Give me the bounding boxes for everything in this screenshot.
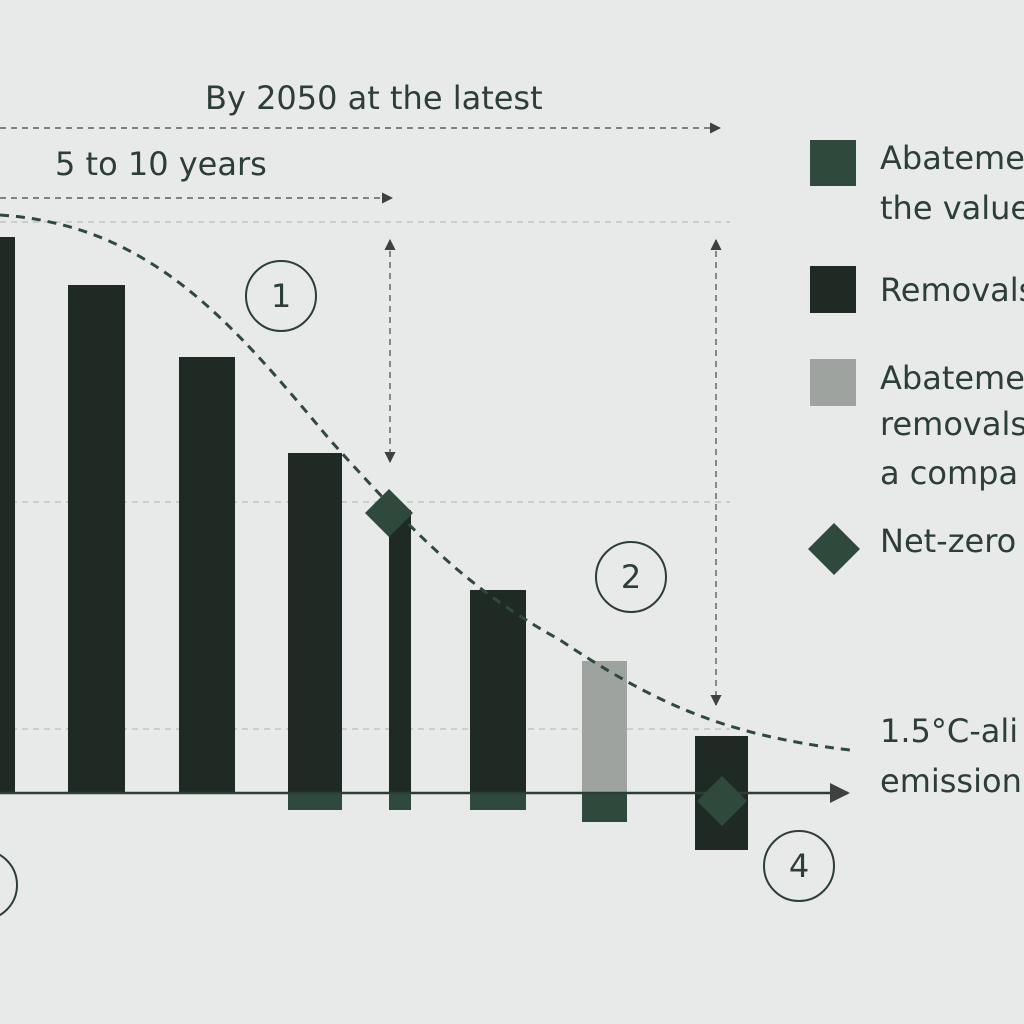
marker-circle [245,260,317,332]
legend-swatch [810,266,856,313]
curve-label: 1.5°C-ali [880,712,1018,750]
net-zero-point [365,489,413,537]
legend-swatch [810,140,856,186]
bar-below [582,793,627,822]
bar-below [288,793,342,810]
marker-circle [595,541,667,613]
marker-circle [763,830,835,902]
legend-text: Abateme [880,359,1024,397]
bar-below [470,793,526,810]
marker-label: 1 [271,277,291,315]
net-zero-point [697,776,747,826]
legend-text: a compa [880,454,1018,492]
legend-text: Removals [880,271,1024,309]
bar [389,510,411,793]
legend-swatch [810,359,856,406]
timeline-label: By 2050 at the latest [205,79,543,117]
marker-label: 2 [621,558,641,596]
timeline-label: 5 to 10 years [55,145,267,183]
bar [68,285,125,793]
legend-text: Net-zero [880,522,1016,560]
curve-label: emission [880,762,1022,800]
legend-swatch [808,523,860,575]
bar [582,661,627,793]
bar [470,590,526,793]
bar [0,237,15,793]
legend-text: removals [880,405,1024,443]
bar [288,453,342,793]
marker-label: 4 [789,847,809,885]
pathway-curve [0,213,851,752]
marker-circle [0,853,18,917]
bar-below [389,793,411,810]
legend-text: Abateme [880,139,1024,177]
bar [179,357,235,793]
legend-text: the value [880,189,1024,227]
